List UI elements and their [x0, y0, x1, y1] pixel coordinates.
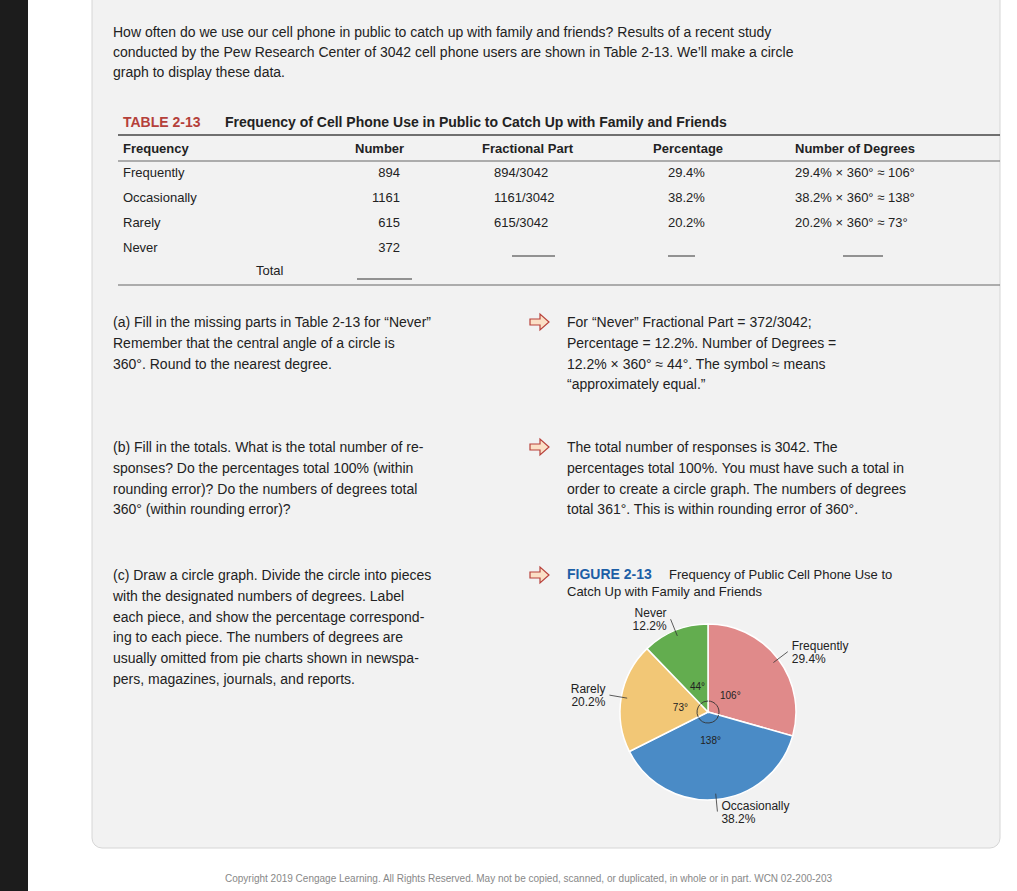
table-cell: 1161 [372, 190, 400, 205]
table-header: Frequency [123, 141, 190, 156]
table-cell: Never [123, 240, 158, 255]
answer-line: For “Never” Fractional Part = 372/3042; [567, 314, 812, 330]
leader-line [773, 652, 787, 663]
degree-label: 138° [700, 735, 721, 746]
slice-value: 38.2% [721, 812, 755, 826]
blank-line [668, 256, 695, 257]
table-header: Percentage [653, 141, 723, 156]
panel [92, 0, 1000, 848]
table-cell: 38.2% [668, 190, 705, 205]
arrow-shape [530, 314, 549, 330]
question-line: ing to each piece. The numbers of degree… [113, 629, 403, 645]
table-total: Total [256, 263, 284, 278]
degree-label: 106° [720, 690, 741, 701]
table-cell: 615/3042 [494, 215, 548, 230]
question-line: pers, magazines, journals, and reports. [113, 671, 355, 687]
intro-line: graph to display these data. [113, 64, 285, 80]
figure-label: FIGURE 2-13 [567, 566, 652, 582]
table-cell: 29.4% × 360° ≈ 106° [795, 165, 915, 180]
table-cell: 38.2% × 360° ≈ 138° [795, 190, 915, 205]
slice-value: 20.2% [571, 695, 605, 709]
table-cell: 615 [378, 215, 400, 230]
question-line: usually omitted from pie charts shown in… [113, 650, 419, 666]
page-root: How often do we use our cell phone in pu… [0, 0, 1017, 891]
answer-line: order to create a circle graph. The numb… [567, 481, 906, 497]
answer-line: percentages total 100%. You must have su… [567, 460, 904, 476]
table-cell: 372 [378, 240, 400, 255]
question-line: sponses? Do the percentages total 100% (… [113, 460, 413, 476]
table-rule [118, 134, 1000, 136]
blank-line [512, 256, 555, 257]
side-bar [0, 0, 28, 891]
leader-line [609, 695, 627, 698]
question-line: (c) Draw a circle graph. Divide the circ… [113, 567, 431, 583]
question-line: rounding error)? Do the numbers of degre… [113, 481, 417, 497]
arrow-icon [530, 439, 549, 455]
answer-line: “approximately equal.” [567, 376, 706, 392]
slice-label: Never [635, 606, 667, 620]
answer-line: 12.2% × 360° ≈ 44°. The symbol ≈ means [567, 356, 826, 372]
figure-caption: Frequency of Public Cell Phone Use to [669, 567, 892, 582]
table-cell: 20.2% [668, 215, 705, 230]
table-label: TABLE 2-13 [123, 114, 201, 130]
question-line: (b) Fill in the totals. What is the tota… [113, 439, 424, 455]
figure-caption: Catch Up with Family and Friends [567, 584, 763, 599]
slice-label: Frequently [792, 639, 849, 653]
copyright: Copyright 2019 Cengage Learning. All Rig… [225, 873, 832, 884]
slice-value: 29.4% [792, 652, 826, 666]
table-header: Number of Degrees [795, 141, 915, 156]
page: How often do we use our cell phone in pu… [0, 0, 1017, 891]
leader-line [671, 619, 678, 636]
table-cell: 29.4% [668, 165, 705, 180]
arrow-shape [530, 439, 549, 455]
question-line: with the designated numbers of degrees. … [112, 588, 404, 604]
question-line: (a) Fill in the missing parts in Table 2… [113, 314, 431, 330]
question-line: 360°. Round to the nearest degree. [113, 356, 332, 372]
degree-arc [697, 704, 700, 717]
slice-label: Occasionally [721, 799, 789, 813]
intro-line: How often do we use our cell phone in pu… [113, 24, 771, 40]
question-line: 360° (within rounding error)? [113, 501, 291, 517]
arrow-shape [530, 567, 549, 583]
table-header: Fractional Part [482, 141, 574, 156]
degree-label: 44° [690, 681, 705, 692]
pie-chart: 106° Frequently29.4% 138° Occasionally38.2%… [571, 606, 849, 825]
table: TABLE 2-13 Frequency of Cell Phone Use in… [118, 114, 1000, 285]
intro-line: conducted by the Pew Research Center of … [113, 44, 794, 60]
table-header: Number [355, 141, 404, 156]
table-cell: 20.2% × 360° ≈ 73° [795, 215, 908, 230]
pie-slice [647, 624, 708, 712]
arrow-icon [530, 567, 549, 583]
table-cell: Occasionally [123, 190, 197, 205]
blank-line [357, 279, 412, 280]
slice-value: 12.2% [633, 619, 667, 633]
answer-line: total 361°. This is within rounding erro… [567, 501, 858, 517]
question-line: Remember that the central angle of a cir… [113, 335, 395, 351]
table-rule [118, 161, 1000, 162]
question-line: each piece, and show the percentage corr… [113, 609, 425, 625]
table-cell: Rarely [123, 215, 161, 230]
slice-label: Rarely [571, 682, 606, 696]
answer-line: Percentage = 12.2%. Number of Degrees = [567, 335, 836, 351]
answer-line: The total number of responses is 3042. T… [567, 439, 838, 455]
leader-line [716, 794, 718, 812]
table-title: Frequency of Cell Phone Use in Public to… [225, 114, 727, 130]
table-rule [118, 285, 1000, 286]
degree-label: 73° [673, 702, 688, 713]
degree-arc [700, 701, 708, 704]
blank-line [843, 256, 883, 257]
table-cell: 1161/3042 [494, 190, 555, 205]
table-cell: 894 [378, 165, 400, 180]
arrow-icon [530, 314, 549, 330]
table-cell: Frequently [123, 165, 185, 180]
table-cell: 894/3042 [494, 165, 548, 180]
